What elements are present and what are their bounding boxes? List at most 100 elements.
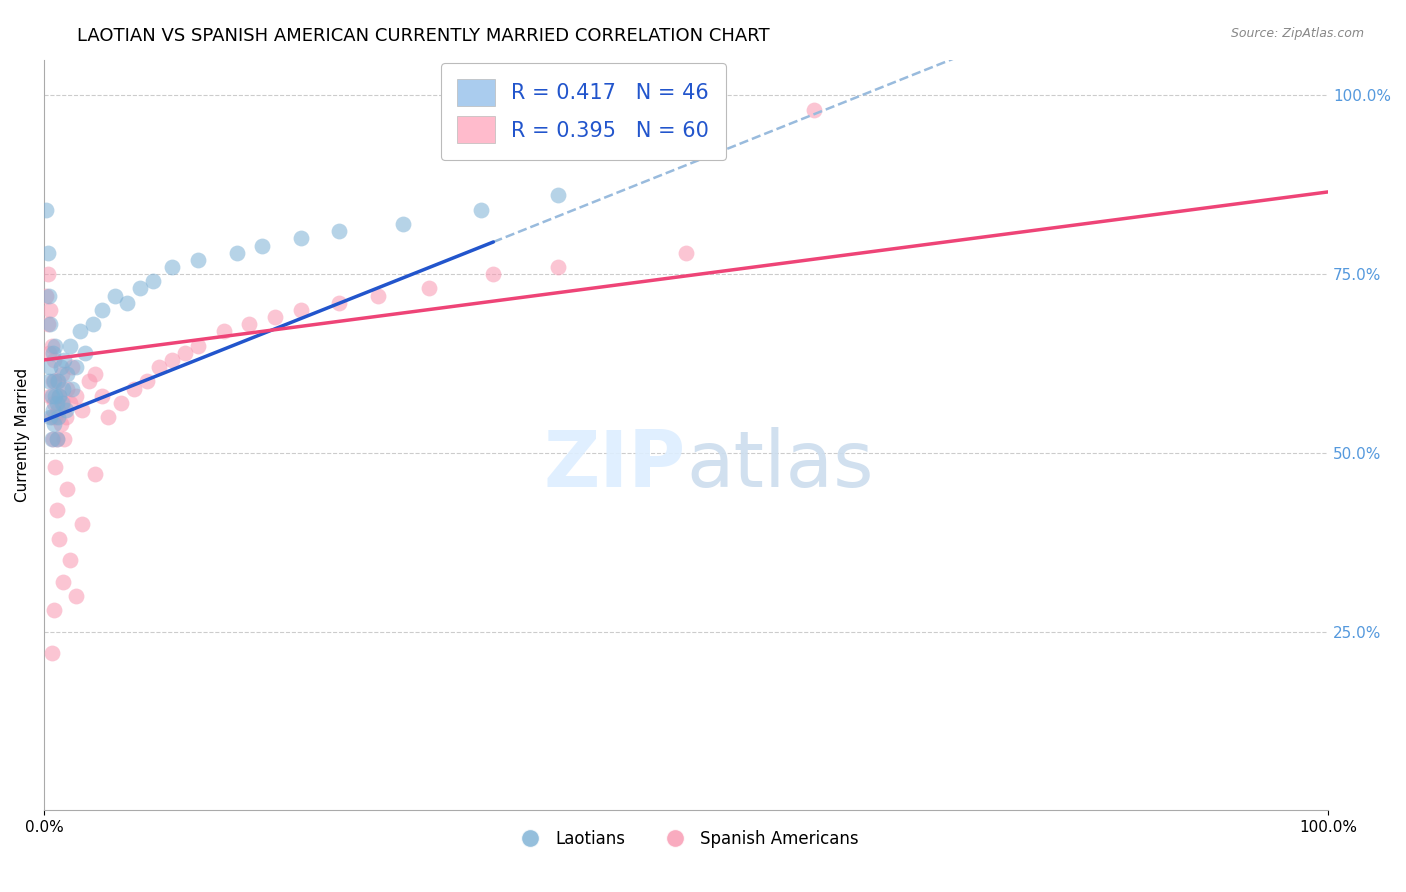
Point [675,245,697,260]
Point [60,360,83,375]
Point [84,368,107,382]
Y-axis label: Currently Married: Currently Married [15,368,30,502]
Point [55,403,77,417]
Point [56,368,79,382]
Point [51,368,73,382]
Point [39,389,62,403]
Point [52,396,75,410]
Point [38,288,60,302]
Point [41,389,63,403]
Point [58,339,80,353]
Point [65,589,87,603]
Point [38,346,60,360]
Point [97,410,120,425]
Point [56,382,79,396]
Point [37,267,59,281]
Point [39,360,62,375]
Point [41,410,63,425]
Point [42,375,65,389]
Point [187,252,209,267]
Point [46,410,69,425]
Point [547,188,569,202]
Point [41,432,63,446]
Point [90,302,112,317]
Point [44,375,66,389]
Point [73,346,96,360]
Point [187,339,209,353]
Point [547,260,569,274]
Point [44,396,66,410]
Point [44,353,66,368]
Point [290,231,312,245]
Point [35,202,58,217]
Point [44,417,66,432]
Point [122,382,145,396]
Point [103,288,125,302]
Point [45,432,67,446]
Point [44,339,66,353]
Point [42,403,65,417]
Point [51,396,73,410]
Point [803,103,825,117]
Point [37,245,59,260]
Point [58,396,80,410]
Point [45,503,67,517]
Point [56,482,79,496]
Point [135,375,157,389]
Point [48,532,70,546]
Text: Source: ZipAtlas.com: Source: ZipAtlas.com [1230,27,1364,40]
Point [470,202,492,217]
Point [65,360,87,375]
Point [148,360,170,375]
Point [418,281,440,295]
Point [42,432,65,446]
Point [44,603,66,617]
Point [328,224,350,238]
Text: ZIP: ZIP [544,427,686,503]
Point [72,403,94,417]
Point [225,245,247,260]
Point [110,396,132,410]
Point [52,574,75,589]
Point [41,339,63,353]
Point [39,410,62,425]
Point [39,302,62,317]
Point [48,389,70,403]
Point [84,467,107,482]
Point [38,375,60,389]
Point [55,410,77,425]
Point [72,517,94,532]
Point [41,646,63,660]
Point [37,317,59,331]
Point [44,389,66,403]
Point [60,382,83,396]
Point [392,217,415,231]
Point [117,295,139,310]
Point [82,317,104,331]
Text: LAOTIAN VS SPANISH AMERICAN CURRENTLY MARRIED CORRELATION CHART: LAOTIAN VS SPANISH AMERICAN CURRENTLY MA… [77,27,770,45]
Point [162,353,184,368]
Point [53,353,76,368]
Point [44,410,66,425]
Point [238,317,260,331]
Point [49,417,72,432]
Text: atlas: atlas [686,427,873,503]
Point [44,460,66,475]
Point [174,346,197,360]
Point [69,324,91,338]
Point [65,389,87,403]
Point [52,382,75,396]
Point [45,396,67,410]
Point [129,281,152,295]
Point [35,288,58,302]
Point [48,389,70,403]
Point [45,432,67,446]
Point [142,274,165,288]
Point [264,310,287,324]
Point [46,403,69,417]
Point [290,302,312,317]
Point [212,324,235,338]
Point [90,389,112,403]
Point [77,375,100,389]
Point [58,553,80,567]
